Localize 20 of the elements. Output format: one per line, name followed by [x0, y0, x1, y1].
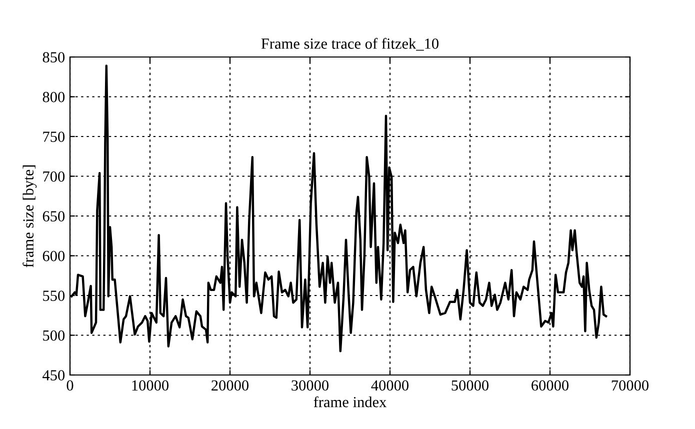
- x-tick-label: 30000: [292, 380, 329, 391]
- x-tick-label: 60000: [532, 380, 569, 391]
- x-tick-label: 50000: [452, 380, 489, 391]
- y-tick-label: 500: [43, 330, 65, 341]
- y-tick-label: 600: [42, 250, 65, 262]
- chart-title: Frame size trace of fitzek_10: [261, 38, 438, 51]
- y-axis-title: frame size [byte]: [22, 165, 37, 268]
- y-tick-label: 850: [42, 52, 65, 62]
- y-tick-label: 650: [42, 211, 65, 222]
- y-tick-label: 700: [43, 171, 65, 182]
- x-tick-label: 70000: [612, 380, 649, 391]
- x-tick-label: 40000: [371, 380, 409, 391]
- y-tick-label: 450: [42, 370, 65, 380]
- x-tick-label: 10000: [132, 380, 169, 391]
- y-tick-label: 800: [42, 92, 65, 102]
- y-tick-label: 750: [43, 132, 65, 142]
- x-tick-label: 20000: [212, 380, 249, 391]
- y-tick-label: 550: [43, 290, 65, 301]
- x-tick-label: 0: [66, 380, 74, 391]
- x-axis-title: frame index: [314, 396, 387, 408]
